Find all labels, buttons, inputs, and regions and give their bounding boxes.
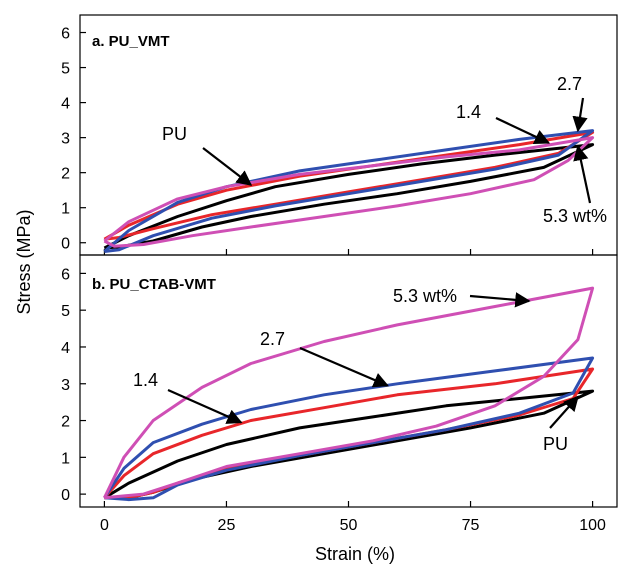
panel-b-x-tick-label: 0 [100, 517, 109, 534]
annotation-b-1-4-arrow [167, 388, 243, 424]
panel-a-frame [79, 14, 618, 256]
panel-b-y-tick-label: 2 [61, 414, 70, 431]
annotation-a-pu-arrow [202, 147, 253, 186]
panel-b-y-tick-label: 6 [61, 266, 70, 283]
annotation-a-1-4: 1.4 [456, 102, 481, 122]
panel-b-title: b. PU_CTAB-VMT [92, 276, 216, 293]
panel-a-y-tick-label: 5 [61, 61, 70, 78]
panel-a-title: a. PU_VMT [92, 33, 170, 50]
panel-a-annotations: PU 1.4 2.7 5.3 wt% [162, 74, 607, 226]
panel-a-y-tick-label: 4 [61, 96, 70, 113]
panel-a-x-axis [103, 249, 594, 255]
annotation-a-pu: PU [162, 124, 187, 144]
annotation-b-2-7-arrow [299, 346, 390, 388]
annotation-a-5-3-arrow [573, 144, 592, 204]
panel-a-y-tick-label: 6 [61, 26, 70, 43]
annotation-b-5-3-arrow [469, 292, 531, 308]
panel-a-y-tick-label: 2 [61, 166, 70, 183]
annotation-b-2-7: 2.7 [260, 329, 285, 349]
panel-a-y-tick-label: 0 [61, 236, 70, 253]
panel-b-y-tick-label: 4 [61, 340, 70, 357]
panel-b-x-tick-label: 75 [462, 517, 480, 534]
panel-b-y-tick-label: 5 [61, 303, 70, 320]
panel-b-y-axis: 0 1 2 3 4 5 6 [61, 266, 86, 504]
panel-b-y-tick-label: 3 [61, 377, 70, 394]
annotation-a-5-3: 5.3 wt% [543, 206, 607, 226]
annotation-b-pu-arrow [549, 395, 579, 429]
panel-a-y-axis: 0 1 2 3 4 5 6 [61, 26, 86, 253]
panel-a-plot-lines [103, 129, 595, 253]
panel-b-series-5-3-wt [103, 286, 595, 500]
annotation-b-pu: PU [543, 434, 568, 454]
panel-a-series-pu [103, 143, 595, 250]
y-axis-label: Stress (MPa) [14, 209, 34, 314]
panel-b-x-axis: 0 25 50 75 100 [100, 501, 606, 534]
panel-b-series-2-7 [103, 356, 595, 502]
panel-a-y-tick-label: 1 [61, 201, 70, 218]
panel-b-y-tick-label: 0 [61, 487, 70, 504]
annotation-b-5-3: 5.3 wt% [393, 286, 457, 306]
annotation-a-2-7-arrow [572, 97, 588, 133]
panel-b: b. PU_CTAB-VMT 0 25 50 75 100 0 1 2 3 4 5 6 5.3 wt… [61, 254, 618, 534]
panel-b-y-tick-label: 1 [61, 450, 70, 467]
x-axis-label: Strain (%) [315, 544, 395, 564]
panel-a-series-5-3-wt [103, 136, 595, 248]
panel-a: a. PU_VMT 0 1 2 3 4 5 6 PU 1.4 2.7 5.3 wt% [61, 14, 618, 256]
annotation-a-2-7: 2.7 [557, 74, 582, 94]
panel-b-x-tick-label: 25 [218, 517, 236, 534]
panel-b-annotations: 5.3 wt% 2.7 1.4 PU [133, 286, 579, 454]
annotation-b-1-4: 1.4 [133, 370, 158, 390]
panel-b-x-tick-label: 100 [579, 517, 606, 534]
annotation-a-1-4-arrow [495, 117, 551, 144]
panel-a-y-tick-label: 3 [61, 131, 70, 148]
panel-b-x-tick-label: 50 [340, 517, 358, 534]
